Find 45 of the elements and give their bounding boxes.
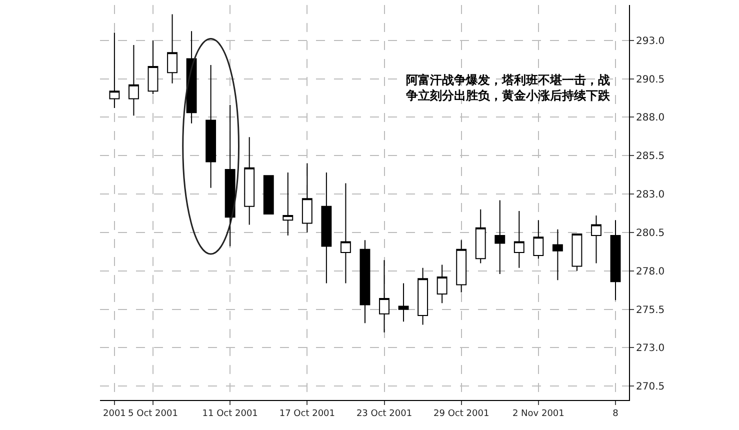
y-tick-label: 285.5 [636, 151, 665, 162]
x-tick-label: 29 Oct 2001 [434, 408, 490, 419]
candlestick [552, 228, 563, 281]
y-tick-label: 288.0 [636, 112, 665, 124]
x-tick-label: 11 Oct 2001 [202, 408, 258, 419]
y-tick-label: 293.0 [636, 36, 665, 47]
candlestick [418, 267, 428, 326]
candlestick [379, 260, 390, 333]
y-tick-label: 290.5 [636, 74, 665, 86]
y-tick-label: 278.0 [636, 266, 665, 278]
candlestick [109, 32, 120, 108]
candlestick [206, 64, 216, 188]
candlestick [398, 282, 409, 322]
x-tick-label: 17 Oct 2001 [279, 408, 335, 419]
candlestick [340, 182, 351, 284]
candlestick [128, 44, 139, 116]
x-tick-label: 23 Oct 2001 [356, 408, 412, 419]
y-tick-label: 275.5 [636, 304, 665, 316]
candlestick [591, 215, 602, 264]
x-tick-label: 8 [612, 408, 619, 419]
y-tick-label: 280.5 [636, 228, 665, 239]
y-tick-label: 283.0 [636, 190, 665, 201]
x-tick-label: 2 Nov 2001 [512, 408, 564, 419]
candlestick [514, 210, 524, 268]
candlestick [302, 162, 312, 233]
x-tick-label: 5 Oct 2001 [128, 408, 178, 419]
candlestick [610, 220, 621, 301]
candlestick [186, 30, 197, 124]
x-tick-label: 2001 [102, 408, 126, 419]
candlestick [456, 240, 467, 293]
candlestick [321, 172, 332, 284]
y-tick-label: 270.5 [636, 382, 665, 393]
candlestick [360, 240, 370, 324]
candlestick [282, 172, 294, 236]
candlestick [148, 40, 158, 95]
candlestick [167, 14, 178, 84]
candlestick [494, 200, 506, 274]
candlestick [436, 264, 448, 304]
annotation: 阿富汗战争爆发，塔利班不堪一击，战争立刻分出胜负，黄金小涨后持续下跌 [405, 73, 611, 103]
y-tick-label: 273.0 [636, 343, 665, 354]
candlestick [263, 175, 274, 215]
candlestick [475, 208, 486, 264]
candlestick [533, 220, 544, 260]
candlestick [244, 136, 255, 226]
candlestick [572, 234, 582, 272]
